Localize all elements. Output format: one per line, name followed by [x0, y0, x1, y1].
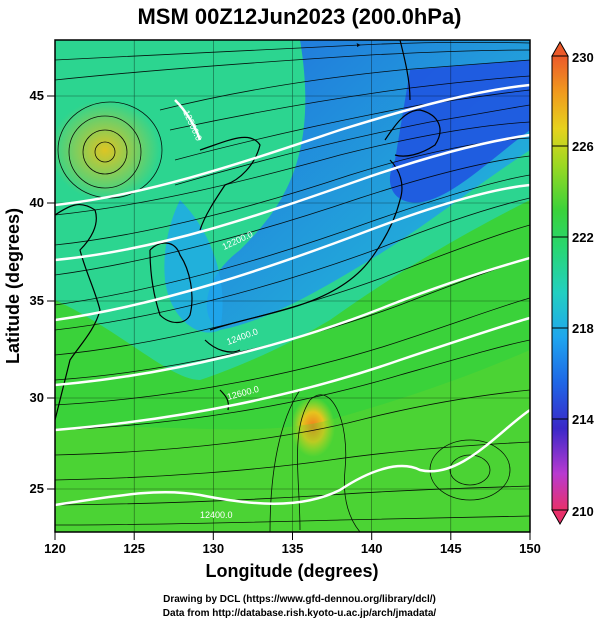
height-contours	[55, 83, 530, 507]
x-tick-label: 150	[519, 541, 541, 556]
y-tick-label: 25	[30, 481, 44, 496]
colorbar-label: 222	[572, 230, 594, 245]
x-axis-label: Longitude (degrees)	[205, 561, 378, 581]
lat-lon-grid	[55, 40, 530, 532]
y-axis: 25 30 35 40 45 Latitude (degrees)	[3, 88, 55, 496]
x-tick-label: 130	[202, 541, 224, 556]
y-tick-label: 45	[30, 88, 44, 103]
coastlines	[55, 40, 441, 421]
x-tick-label: 125	[123, 541, 145, 556]
x-axis: 120 125 130 135 140 145 150 Longitude (d…	[44, 532, 541, 581]
credit-data-source: Data from http://database.rish.kyoto-u.a…	[162, 608, 437, 619]
y-tick-label: 30	[30, 390, 44, 405]
colorbar-label: 226	[572, 139, 594, 154]
chart-title: MSM 00Z12Jun2023 (200.0hPa)	[137, 4, 462, 29]
y-tick-label: 35	[30, 293, 44, 308]
colorbar-label: 210	[572, 504, 594, 519]
contour-label: 12400.0	[200, 510, 233, 520]
y-tick-label: 40	[30, 195, 44, 210]
x-tick-label: 140	[361, 541, 383, 556]
colorbar: 230 226 222 218 214 210	[551, 40, 594, 526]
x-tick-label: 135	[282, 541, 304, 556]
colorbar-label: 218	[572, 321, 594, 336]
credit-dcl: Drawing by DCL (https://www.gfd-dennou.o…	[163, 594, 436, 605]
wind-streamlines	[55, 42, 530, 532]
x-tick-label: 145	[440, 541, 462, 556]
colorbar-label: 230	[572, 50, 594, 65]
plot-area	[55, 40, 530, 532]
colorbar-label: 214	[572, 412, 594, 427]
x-tick-label: 120	[44, 541, 66, 556]
y-axis-label: Latitude (degrees)	[3, 208, 23, 364]
